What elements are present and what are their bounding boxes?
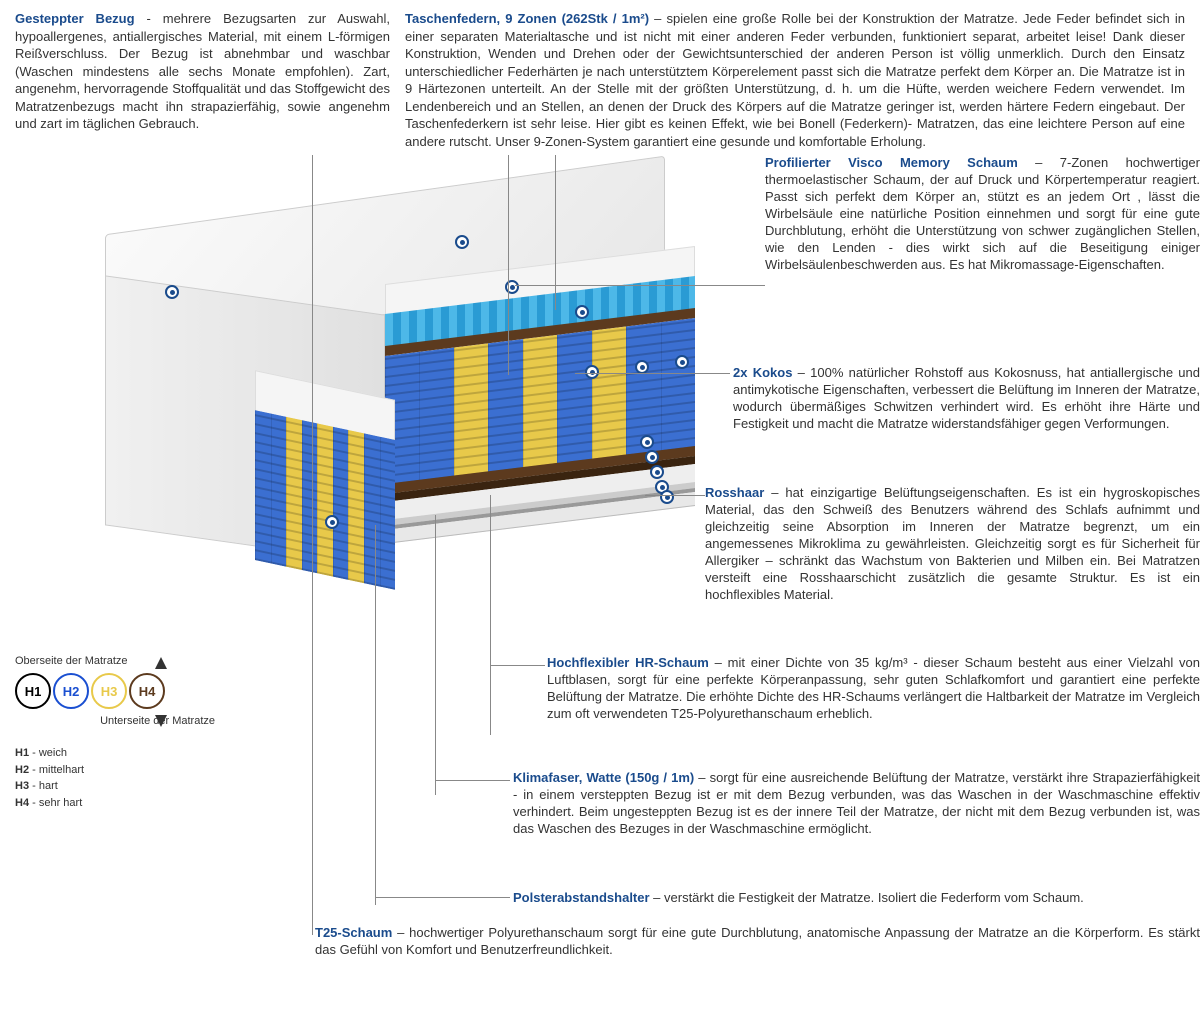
desc-bezug: Gesteppter Bezug - mehrere Bezugsarten z… — [15, 10, 390, 150]
top-descriptions: Gesteppter Bezug - mehrere Bezugsarten z… — [15, 10, 1185, 150]
line-klima-h — [435, 780, 510, 781]
spring-zone — [454, 344, 488, 478]
line-visco-h — [515, 285, 765, 286]
spring-zone — [348, 430, 364, 583]
firmness-circle: H4 — [129, 673, 165, 709]
desc-taschenfedern: Taschenfedern, 9 Zonen (262Stk / 1m²) – … — [405, 10, 1185, 150]
line-polster-h — [375, 897, 510, 898]
line-hr-h — [490, 665, 545, 666]
spring-zone — [661, 318, 695, 452]
heading-bezug: Gesteppter Bezug — [15, 11, 135, 26]
spring-zone — [271, 414, 287, 567]
spring-zone — [557, 331, 591, 465]
callout-hr: Hochflexibler HR-Schaum – mit einer Dich… — [547, 655, 1200, 723]
spring-zone — [523, 335, 557, 469]
legend-top-label: Oberseite der Matratze — [15, 655, 215, 667]
legend-circles: H1H2H3H4 — [15, 673, 215, 709]
spring-zone — [317, 424, 333, 577]
legend-bottom-label: Unterseite der Matratze — [15, 715, 215, 727]
spring-zone — [333, 427, 349, 580]
spring-zone — [255, 410, 271, 563]
callout-rosshaar: Rosshaar – hat einzigartige Belüftungsei… — [705, 485, 1200, 603]
line-springs-v — [555, 155, 556, 310]
callout-polster: Polsterabstandshalter – verstärkt die Fe… — [513, 890, 1200, 907]
mattress-illustration — [105, 165, 725, 615]
arrow-down-icon — [155, 713, 167, 727]
line-rosshaar-h — [645, 495, 705, 496]
legend-def-row: H2 - mittelhart — [15, 762, 215, 779]
main-diagram-area: Profilierter Visco Memory Schaum – 7-Zon… — [15, 155, 1185, 1025]
legend-definitions: H1 - weichH2 - mittelhartH3 - hartH4 - s… — [15, 745, 215, 811]
line-kokos-h — [575, 373, 730, 374]
line-klima-v — [435, 515, 436, 795]
line-hr-v — [490, 495, 491, 735]
callout-visco: Profilierter Visco Memory Schaum – 7-Zon… — [765, 155, 1200, 273]
spring-zone — [380, 437, 396, 590]
spring-zone — [488, 339, 522, 473]
line-polster-v — [375, 525, 376, 905]
legend-def-row: H3 - hart — [15, 778, 215, 795]
callout-klima: Klimafaser, Watte (150g / 1m) – sorgt fü… — [513, 770, 1200, 838]
line-t25-v — [312, 155, 313, 585]
firmness-circle: H3 — [91, 673, 127, 709]
spring-zone — [364, 434, 380, 587]
firmness-circle: H2 — [53, 673, 89, 709]
text-taschenfedern: spielen eine große Rolle bei der Konstru… — [405, 11, 1185, 149]
arrow-up-icon — [155, 657, 167, 671]
legend-def-row: H1 - weich — [15, 745, 215, 762]
mattress-diagram — [105, 165, 725, 615]
callout-kokos: 2x Kokos – 100% natürlicher Rohstoff aus… — [733, 365, 1200, 433]
legend-def-row: H4 - sehr hart — [15, 795, 215, 812]
heading-taschenfedern: Taschenfedern, 9 Zonen (262Stk / 1m²) — [405, 11, 649, 26]
firmness-circle: H1 — [15, 673, 51, 709]
spring-zone — [419, 348, 453, 482]
firmness-legend: Oberseite der Matratze H1H2H3H4 Untersei… — [15, 655, 215, 811]
spring-zone — [286, 417, 302, 570]
layer-front-springs — [255, 410, 395, 590]
callout-t25: T25-Schaum – hochwertiger Polyurethansch… — [315, 925, 1200, 959]
text-bezug: mehrere Bezugsarten zur Auswahl, hypoall… — [15, 11, 390, 131]
line-t25-v2 — [312, 585, 313, 935]
line-visco-v — [508, 155, 509, 375]
spring-zone — [302, 420, 318, 573]
spring-zone — [592, 327, 626, 461]
